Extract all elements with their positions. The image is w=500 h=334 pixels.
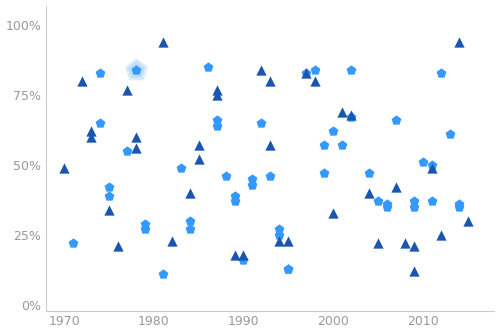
Point	[436, 232, 444, 238]
Point	[374, 241, 382, 246]
Point	[302, 70, 310, 75]
Point	[454, 39, 462, 45]
Point	[347, 112, 355, 117]
Point	[347, 115, 355, 120]
Point	[159, 39, 167, 45]
Point	[194, 143, 202, 148]
Point	[374, 199, 382, 204]
Point	[401, 241, 409, 246]
Point	[212, 87, 220, 92]
Point	[383, 204, 391, 210]
Point	[141, 221, 149, 226]
Point	[276, 227, 283, 232]
Point	[410, 269, 418, 274]
Point	[284, 266, 292, 271]
Point	[311, 67, 319, 72]
Point	[266, 78, 274, 84]
Point	[105, 185, 113, 190]
Point	[230, 252, 238, 257]
Point	[410, 243, 418, 249]
Point	[132, 146, 140, 151]
Point	[454, 202, 462, 207]
Point	[365, 171, 373, 176]
Point	[392, 185, 400, 190]
Point	[96, 121, 104, 126]
Point	[204, 64, 212, 70]
Point	[365, 190, 373, 196]
Point	[320, 171, 328, 176]
Point	[132, 67, 140, 72]
Point	[78, 78, 86, 84]
Point	[248, 182, 256, 187]
Point	[418, 160, 426, 165]
Point	[428, 165, 436, 171]
Point	[266, 143, 274, 148]
Point	[105, 207, 113, 212]
Point	[338, 143, 346, 148]
Point	[186, 190, 194, 196]
Point	[347, 67, 355, 72]
Point	[176, 165, 184, 171]
Point	[329, 129, 337, 134]
Point	[69, 241, 77, 246]
Point	[168, 238, 176, 243]
Point	[258, 67, 266, 72]
Point	[186, 218, 194, 224]
Point	[320, 143, 328, 148]
Point	[464, 218, 471, 224]
Point	[428, 199, 436, 204]
Point	[159, 272, 167, 277]
Point	[222, 174, 230, 179]
Point	[212, 93, 220, 98]
Point	[383, 202, 391, 207]
Point	[60, 165, 68, 171]
Point	[240, 252, 248, 257]
Point	[410, 199, 418, 204]
Point	[194, 157, 202, 162]
Point	[454, 204, 462, 210]
Point	[329, 210, 337, 215]
Point	[212, 123, 220, 129]
Point	[428, 162, 436, 168]
Point	[87, 129, 95, 134]
Point	[96, 70, 104, 75]
Point	[446, 132, 454, 137]
Point	[284, 266, 292, 271]
Point	[123, 148, 131, 154]
Point	[436, 70, 444, 75]
Point	[338, 109, 346, 115]
Point	[248, 176, 256, 182]
Point	[132, 134, 140, 140]
Point	[212, 118, 220, 123]
Point	[311, 78, 319, 84]
Point	[240, 258, 248, 263]
Point	[284, 238, 292, 243]
Point	[258, 121, 266, 126]
Point	[276, 232, 283, 238]
Point	[105, 193, 113, 198]
Point	[410, 204, 418, 210]
Point	[392, 118, 400, 123]
Point	[230, 199, 238, 204]
Point	[87, 134, 95, 140]
Point	[132, 67, 140, 72]
Point	[141, 227, 149, 232]
Point	[132, 67, 140, 72]
Point	[114, 243, 122, 249]
Point	[186, 227, 194, 232]
Point	[230, 193, 238, 198]
Point	[276, 238, 283, 243]
Point	[266, 174, 274, 179]
Point	[123, 87, 131, 92]
Point	[302, 70, 310, 75]
